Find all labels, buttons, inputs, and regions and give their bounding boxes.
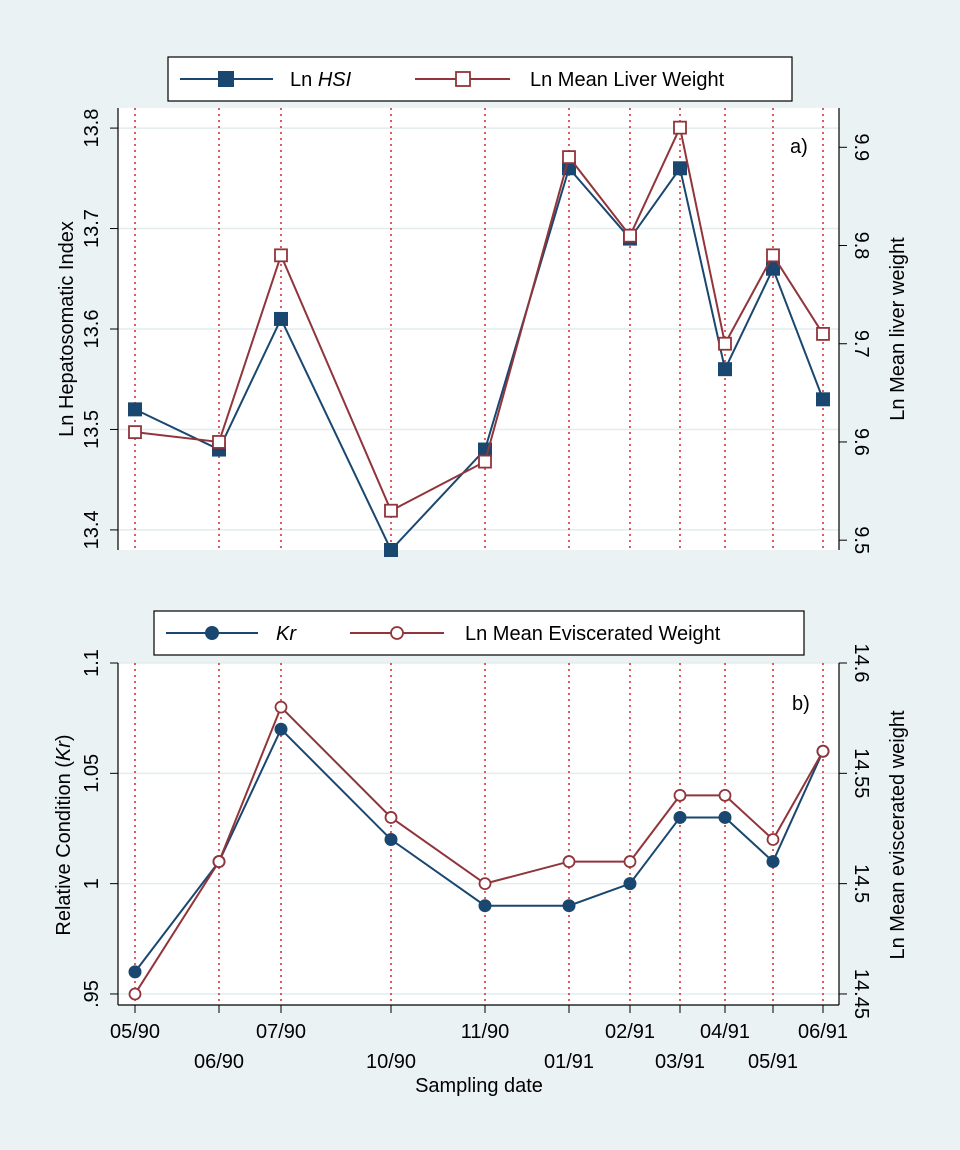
data-point: [384, 543, 398, 557]
legend-circle-filled-icon: [205, 626, 219, 640]
panel-b-left-axis-title: Relative Condition (Kr): [53, 734, 75, 935]
x-tick-label: 04/91: [700, 1021, 750, 1043]
data-point: [478, 877, 492, 891]
left-axis-tick-label: 13.6: [81, 310, 103, 349]
x-tick-label: 05/90: [110, 1021, 160, 1043]
left-axis-tick-label: 1.05: [81, 754, 103, 793]
x-tick-label: 01/91: [544, 1051, 594, 1073]
data-point: [766, 833, 780, 846]
data-point: [128, 965, 142, 979]
panel-a: 13.4 13.5 13.6 13.7 13.8 9.5 9.6 9.7 9.8 9.9 a) L…: [56, 56, 909, 557]
data-point: [384, 811, 398, 824]
panel-b-legend: Kr Ln Mean Eviscerated Weight: [153, 610, 805, 656]
data-point: [274, 700, 288, 714]
x-tick-label: 07/90: [256, 1021, 306, 1043]
panel-b-gridlines: [118, 662, 839, 995]
data-point: [623, 855, 637, 868]
x-tick-label: 10/90: [366, 1051, 416, 1073]
data-point: [128, 987, 142, 1001]
right-axis-tick-label: 14.6: [850, 644, 872, 683]
left-axis-tick-label: .95: [81, 980, 103, 1008]
right-axis-tick-label: 14.5: [850, 864, 872, 903]
legend-circle-hollow-icon: [390, 626, 404, 640]
data-point: [128, 425, 142, 440]
x-axis-tick-labels: 05/90 06/90 07/90 10/90 11/90 01/91 02/9103/91…: [110, 1021, 848, 1073]
data-point: [384, 503, 398, 518]
panel-b-legend-entry-1: Kr: [276, 623, 297, 645]
panel-a-date-lines: [134, 108, 824, 550]
data-point: [274, 248, 288, 263]
panel-a-axes: 13.4 13.5 13.6 13.7 13.8 9.5 9.6 9.7 9.8 9.9: [81, 108, 872, 554]
panel-b-axes: 1.1 1.05 1 .95 14.45 14.5 14.55 14.6: [81, 644, 872, 1019]
data-point: [562, 150, 576, 165]
x-tick-label: 03/91: [655, 1051, 705, 1073]
right-axis-tick-label: 9.5: [850, 526, 872, 554]
panel-b-label: b): [792, 693, 810, 715]
panel-a-gridlines: [118, 127, 839, 531]
left-axis-tick-label: 13.5: [81, 410, 103, 449]
data-point: [816, 392, 830, 407]
panel-b: 1.1 1.05 1 .95 14.45 14.5 14.55 14.6 b) Relativ…: [53, 610, 909, 1019]
data-point: [766, 855, 780, 869]
data-point: [384, 833, 398, 847]
data-point: [718, 810, 732, 824]
right-axis-tick-label: 14.55: [850, 748, 872, 798]
panel-a-legend-entry-2: Ln Mean Liver Weight: [530, 69, 725, 91]
data-point: [562, 855, 576, 868]
x-tick-label: 02/91: [605, 1021, 655, 1043]
panel-b-legend-entry-2: Ln Mean Eviscerated Weight: [465, 623, 721, 645]
data-point: [816, 744, 830, 758]
left-axis-tick-label: 13.8: [81, 109, 103, 148]
panel-b-right-axis-title: Ln Mean eviscerated weight: [887, 710, 909, 959]
panel-a-legend-entry-1: Ln HSI: [290, 69, 352, 91]
x-tick-label: 05/91: [748, 1051, 798, 1073]
data-point: [274, 722, 288, 736]
data-point: [766, 261, 780, 276]
panel-a-label: a): [790, 136, 808, 158]
right-axis-tick-label: 9.9: [850, 133, 872, 161]
data-point: [212, 855, 226, 868]
data-point: [718, 336, 732, 351]
legend-square-filled-icon: [218, 71, 234, 87]
panel-a-legend: Ln HSI Ln Mean Liver Weight: [167, 56, 793, 102]
data-point: [673, 161, 687, 176]
data-point: [128, 402, 142, 417]
x-axis-title: Sampling date: [415, 1075, 543, 1097]
right-axis-tick-label: 9.7: [850, 330, 872, 358]
left-axis-tick-label: 1.1: [81, 649, 103, 677]
data-point: [274, 311, 288, 326]
data-point: [478, 454, 492, 469]
data-point: [478, 899, 492, 913]
data-point: [766, 248, 780, 263]
panel-a-right-axis-title: Ln Mean liver weight: [887, 237, 909, 421]
data-point: [212, 435, 226, 449]
left-axis-tick-label: 1: [81, 878, 103, 889]
x-tick-label: 06/90: [194, 1051, 244, 1073]
x-tick-label: 11/90: [461, 1021, 510, 1043]
data-point: [562, 899, 576, 913]
data-point: [673, 810, 687, 824]
panel-a-series: [128, 120, 830, 557]
data-point: [673, 788, 687, 802]
data-point: [718, 788, 732, 802]
legend-square-hollow-icon: [455, 71, 471, 87]
right-axis-tick-label: 14.45: [850, 969, 872, 1019]
data-point: [623, 228, 637, 243]
panel-a-left-axis-title: Ln Hepatosomatic Index: [56, 221, 78, 437]
panel-b-plot-area: [118, 663, 839, 1005]
data-point: [673, 120, 687, 135]
right-axis-tick-label: 9.8: [850, 232, 872, 260]
left-axis-tick-label: 13.4: [81, 510, 103, 549]
right-axis-tick-label: 9.6: [850, 428, 872, 456]
x-tick-label: 06/91: [798, 1021, 848, 1043]
panel-b-series: [128, 700, 830, 1001]
data-point: [623, 877, 637, 891]
data-point: [816, 327, 830, 341]
data-point: [718, 362, 732, 377]
left-axis-tick-label: 13.7: [81, 209, 103, 248]
